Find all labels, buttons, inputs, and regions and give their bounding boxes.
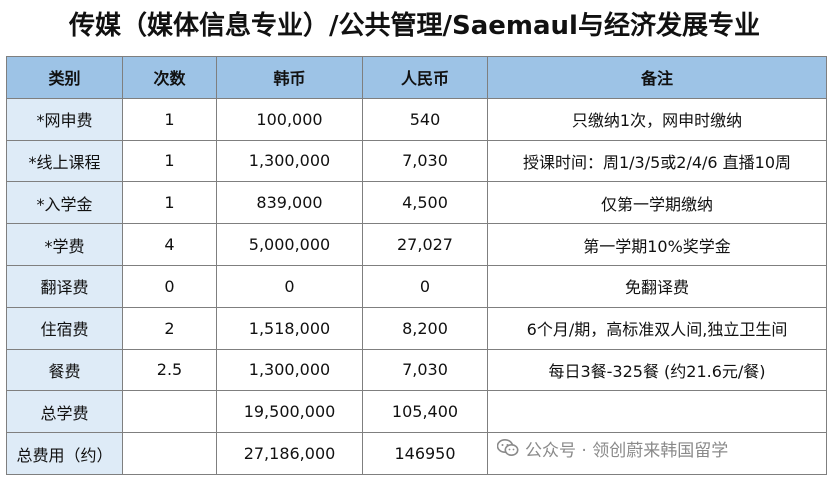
cell-category: 餐费 bbox=[6, 348, 123, 392]
cell-times: 0 bbox=[122, 264, 217, 308]
cell-times: 1 bbox=[122, 139, 217, 183]
watermark-text: 公众号 · 领创蔚来韩国留学 bbox=[525, 440, 729, 461]
table-row: *线上课程 1 1,300,000 7,030 授课时间：周1/3/5或2/4/6 直播… bbox=[6, 139, 827, 183]
cell-rmb: 0 bbox=[362, 264, 488, 308]
cell-times: 1 bbox=[122, 181, 217, 225]
cell-note bbox=[487, 390, 827, 434]
table-row: *入学金 1 839,000 4,500 仅第一学期缴纳 bbox=[6, 181, 827, 225]
cell-krw: 27,186,000 bbox=[216, 432, 363, 475]
cell-krw: 0 bbox=[216, 264, 363, 308]
cell-note: 6个月/期，高标准双人间,独立卫生间 bbox=[487, 306, 827, 350]
cell-times: 2 bbox=[122, 306, 217, 350]
table-row: 住宿费 2 1,518,000 8,200 6个月/期，高标准双人间,独立卫生间 bbox=[6, 306, 827, 350]
cell-rmb: 146950 bbox=[362, 432, 488, 475]
cell-note: 免翻译费 bbox=[487, 264, 827, 308]
cell-rmb: 540 bbox=[362, 97, 488, 141]
wechat-icon bbox=[496, 439, 519, 457]
cell-krw: 1,300,000 bbox=[216, 348, 363, 392]
cell-times bbox=[122, 432, 217, 475]
header-krw: 韩币 bbox=[216, 56, 363, 99]
fee-table: 类别 次数 韩币 人民币 备注 *网申费 1 100,000 540 只缴纳1次，网申时… bbox=[6, 56, 827, 475]
cell-rmb: 7,030 bbox=[362, 348, 488, 392]
cell-category: 总学费 bbox=[6, 390, 123, 434]
table-row: 总费用（约） 27,186,000 146950 bbox=[6, 432, 827, 475]
cell-krw: 5,000,000 bbox=[216, 223, 363, 266]
header-rmb: 人民币 bbox=[362, 56, 488, 99]
watermark: 公众号 · 领创蔚来韩国留学 bbox=[496, 434, 729, 462]
cell-category: *学费 bbox=[6, 223, 123, 266]
cell-category: *入学金 bbox=[6, 181, 123, 225]
table-row: 翻译费 0 0 0 免翻译费 bbox=[6, 264, 827, 308]
cell-times bbox=[122, 390, 217, 434]
table-header-row: 类别 次数 韩币 人民币 备注 bbox=[6, 56, 827, 99]
cell-category: *网申费 bbox=[6, 97, 123, 141]
cell-category: 总费用（约） bbox=[6, 432, 123, 475]
cell-rmb: 105,400 bbox=[362, 390, 488, 434]
cell-note: 只缴纳1次，网申时缴纳 bbox=[487, 97, 827, 141]
cell-krw: 1,518,000 bbox=[216, 306, 363, 350]
table-row: *学费 4 5,000,000 27,027 第一学期10%奖学金 bbox=[6, 223, 827, 266]
cell-rmb: 4,500 bbox=[362, 181, 488, 225]
cell-note bbox=[487, 432, 827, 475]
cell-times: 4 bbox=[122, 223, 217, 266]
page-title: 传媒（媒体信息专业）/公共管理/Saemaul与经济发展专业 bbox=[69, 10, 760, 41]
table-row: 总学费 19,500,000 105,400 bbox=[6, 390, 827, 434]
cell-rmb: 27,027 bbox=[362, 223, 488, 266]
cell-note: 每日3餐-325餐 (约21.6元/餐) bbox=[487, 348, 827, 392]
cell-krw: 100,000 bbox=[216, 97, 363, 141]
cell-note: 仅第一学期缴纳 bbox=[487, 181, 827, 225]
cell-note: 第一学期10%奖学金 bbox=[487, 223, 827, 266]
cell-rmb: 7,030 bbox=[362, 139, 488, 183]
cell-category: 住宿费 bbox=[6, 306, 123, 350]
cell-krw: 19,500,000 bbox=[216, 390, 363, 434]
table-row: *网申费 1 100,000 540 只缴纳1次，网申时缴纳 bbox=[6, 97, 827, 141]
header-note: 备注 bbox=[487, 56, 827, 99]
cell-krw: 1,300,000 bbox=[216, 139, 363, 183]
cell-times: 1 bbox=[122, 97, 217, 141]
cell-category: 翻译费 bbox=[6, 264, 123, 308]
table-body: *网申费 1 100,000 540 只缴纳1次，网申时缴纳 *线上课程 1 1,300,00… bbox=[6, 97, 827, 475]
header-category: 类别 bbox=[6, 56, 123, 99]
cell-times: 2.5 bbox=[122, 348, 217, 392]
cell-krw: 839,000 bbox=[216, 181, 363, 225]
header-times: 次数 bbox=[122, 56, 217, 99]
cell-rmb: 8,200 bbox=[362, 306, 488, 350]
cell-note: 授课时间：周1/3/5或2/4/6 直播10周 bbox=[487, 139, 827, 183]
cell-category: *线上课程 bbox=[6, 139, 123, 183]
table-row: 餐费 2.5 1,300,000 7,030 每日3餐-325餐 (约21.6元/餐) bbox=[6, 348, 827, 392]
